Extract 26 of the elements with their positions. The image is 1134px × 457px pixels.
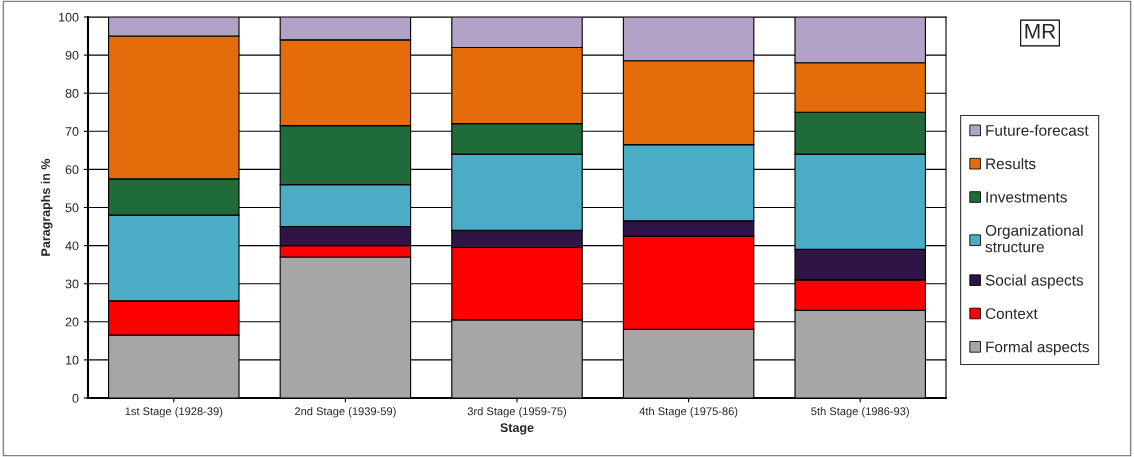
x-tick-label: 5th Stage (1986-93) bbox=[811, 407, 909, 418]
y-tick-label: 90 bbox=[65, 50, 79, 60]
x-tick-label: 4th Stage (1975-86) bbox=[639, 407, 738, 418]
y-tick-label: 100 bbox=[59, 12, 79, 22]
legend-label: Social aspects bbox=[985, 274, 1084, 289]
y-tick-label: 50 bbox=[65, 203, 79, 213]
legend-label: Investments bbox=[986, 191, 1067, 203]
x-axis-title: Stage bbox=[500, 423, 534, 435]
y-tick-label: 30 bbox=[65, 279, 79, 289]
legend-label: Results bbox=[986, 157, 1036, 170]
text: MR bbox=[1025, 24, 1056, 39]
y-tick-label: 20 bbox=[65, 317, 79, 327]
x-tick-label: 3rd Stage (1959-75) bbox=[467, 407, 567, 418]
legend-label: Future-forecast bbox=[986, 124, 1089, 136]
y-tick-label: 10 bbox=[66, 355, 79, 365]
legend-label: Context bbox=[985, 308, 1038, 320]
y-tick-label: 0 bbox=[72, 393, 79, 403]
y-axis-title: Paragraphs in % bbox=[40, 158, 53, 256]
x-tick-label: 2nd Stage (1939-59) bbox=[295, 407, 396, 418]
legend-label: Formal aspects bbox=[986, 341, 1089, 356]
y-tick-label: 40 bbox=[65, 241, 79, 251]
y-tick-label: 80 bbox=[65, 89, 79, 98]
y-tick-label: 70 bbox=[65, 127, 79, 136]
legend-label: Organizational structure bbox=[985, 224, 1083, 253]
y-tick-label: 60 bbox=[65, 165, 79, 175]
x-tick-label: 1st Stage (1928-39) bbox=[125, 407, 223, 418]
